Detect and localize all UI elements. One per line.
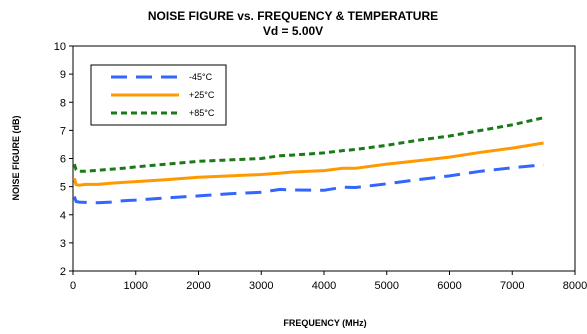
y-tick-label: 2 [60,266,66,278]
x-tick-label: 3000 [249,280,273,292]
y-tick-label: 10 [54,41,66,53]
y-axis-label: NOISE FIGURE (dB) [11,115,21,200]
x-tick-label: 7000 [500,280,524,292]
chart-title: NOISE FIGURE vs. FREQUENCY & TEMPERATURE [148,9,438,23]
chart-subtitle: Vd = 5.00V [263,24,323,38]
y-tick-label: 8 [60,97,66,109]
legend: -45°C +25°C +85°C [90,64,227,126]
x-axis-label: FREQUENCY (MHz) [283,318,366,328]
x-tick-label: 0 [70,280,76,292]
x-tick-label: 6000 [437,280,461,292]
y-tick-label: 6 [60,154,66,166]
y-tick-label: 3 [60,238,66,250]
y-tick-label: 5 [60,182,66,194]
x-tick-label: 1000 [124,280,148,292]
y-axis: 2 3 4 5 6 7 8 9 10 [54,41,73,278]
x-tick-label: 4000 [312,280,336,292]
y-tick-label: 4 [60,210,66,222]
series-line-2 [72,116,544,173]
legend-label-0: -45°C [189,72,213,82]
legend-label-2: +85°C [189,108,215,118]
series-line-1 [72,141,544,187]
legend-label-1: +25°C [189,90,215,100]
x-axis: 0 1000 2000 3000 4000 5000 6000 7000 8000 [70,271,587,292]
series-line-0 [72,163,544,205]
x-tick-label: 2000 [186,280,210,292]
y-tick-label: 9 [60,69,66,81]
x-tick-label: 5000 [375,280,399,292]
series-lines [72,116,544,205]
y-tick-label: 7 [60,125,66,137]
x-tick-label: 8000 [563,280,587,292]
